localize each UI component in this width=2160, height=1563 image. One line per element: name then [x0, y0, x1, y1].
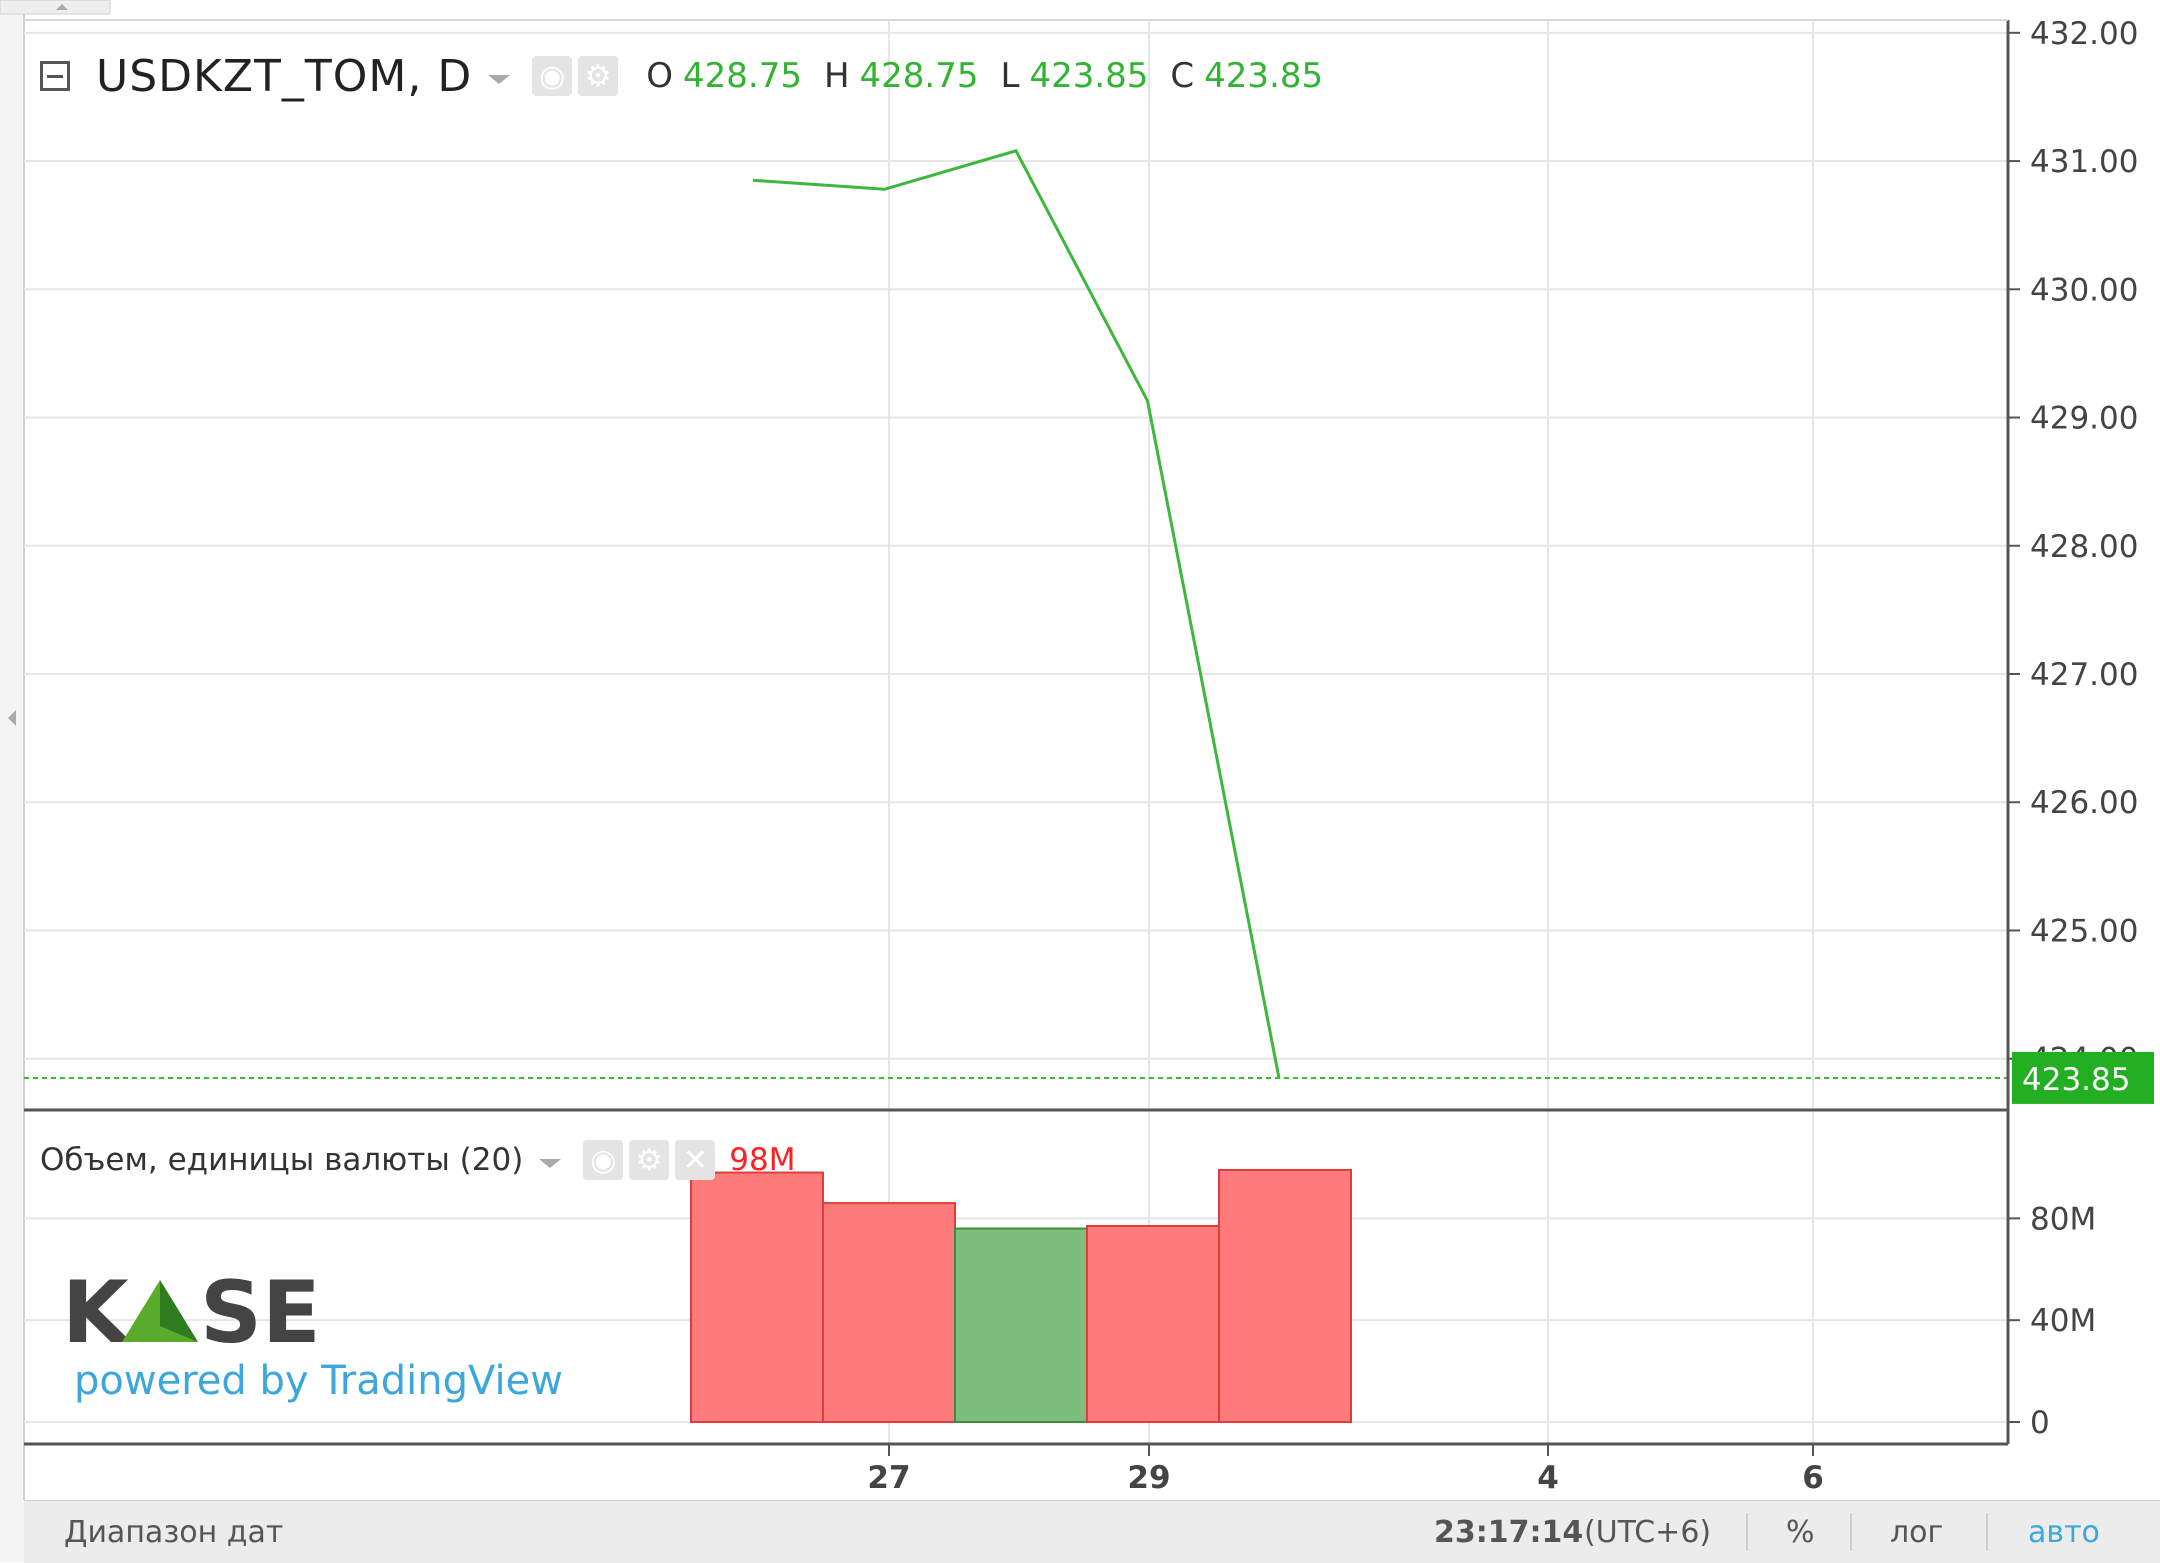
auto-toggle[interactable]: авто: [2028, 1515, 2100, 1550]
ohlc-high-value: 428.75: [859, 56, 979, 96]
volume-legend: Объем, единицы валюты (20) ◉ ⚙ ✕ 98M: [40, 1135, 796, 1185]
toolbar-divider: [1746, 1513, 1748, 1551]
volume-bar[interactable]: [690, 1171, 824, 1423]
price-tick-label: 430.00: [2030, 272, 2138, 308]
kase-logo[interactable]: K SE: [62, 1268, 332, 1348]
chevron-down-icon[interactable]: [539, 1158, 562, 1168]
time-tick-label: 6: [1802, 1460, 1824, 1496]
gear-icon[interactable]: ⚙: [629, 1140, 670, 1180]
price-tick-label: 426.00: [2030, 785, 2138, 821]
last-price-badge: [2012, 1051, 2154, 1104]
ohlc-close-value: 423.85: [1204, 56, 1324, 96]
time-tick-label: 4: [1537, 1460, 1559, 1496]
grid-lines: [24, 20, 2008, 1444]
chevron-down-icon[interactable]: [488, 74, 511, 84]
volume-bar[interactable]: [1086, 1225, 1220, 1423]
ohlc-low-label: L: [1000, 56, 1020, 96]
price-tick-label: 431.00: [2030, 144, 2138, 180]
volume-value: 98M: [729, 1142, 796, 1178]
top-tab-stub[interactable]: [0, 0, 111, 15]
price-tick-label: 427.00: [2030, 657, 2138, 693]
toolbar-divider: [1986, 1513, 1988, 1551]
powered-by-tradingview[interactable]: powered by TradingView: [74, 1358, 563, 1404]
ohlc-low-value: 423.85: [1029, 56, 1149, 96]
price-point[interactable]: [1145, 398, 1151, 404]
clock-time: 23:17:14: [1434, 1515, 1584, 1550]
time-tick-label: 29: [1127, 1460, 1170, 1496]
eye-icon[interactable]: ◉: [532, 56, 573, 96]
kase-logo-se: SE: [200, 1268, 321, 1348]
price-point[interactable]: [750, 177, 756, 183]
volume-bar[interactable]: [1218, 1169, 1352, 1423]
volume-title[interactable]: Объем, единицы валюты (20): [40, 1142, 524, 1178]
last-price-label: 423.85: [2022, 1062, 2130, 1098]
symbol-title[interactable]: USDKZT_TOM, D: [96, 50, 473, 102]
left-panel-strip[interactable]: [0, 0, 111, 1562]
time-tick-label: 27: [867, 1460, 910, 1496]
collapse-icon[interactable]: [40, 61, 70, 91]
ohlc-high-label: H: [823, 56, 850, 96]
scroll-up-icon[interactable]: [56, 4, 68, 10]
kase-logo-k: K: [62, 1268, 132, 1348]
bottom-toolbar: Диапазон дат 23:17:14 (UTC+6) % лог авто: [24, 1500, 2160, 1563]
percent-toggle[interactable]: %: [1786, 1515, 1815, 1550]
gear-icon[interactable]: ⚙: [578, 56, 619, 96]
volume-tick-label: 40M: [2030, 1303, 2096, 1339]
log-toggle[interactable]: лог: [1890, 1515, 1944, 1550]
ohlc-close-label: C: [1170, 56, 1195, 96]
price-tick-label: 425.00: [2030, 913, 2138, 949]
volume-bar[interactable]: [822, 1202, 956, 1424]
main-legend: USDKZT_TOM, D ◉ ⚙ O 428.75 H 428.75 L 42…: [40, 46, 1323, 106]
volume-tick-label: 80M: [2030, 1201, 2096, 1237]
price-pane[interactable]: [24, 148, 2008, 1081]
volume-tick-label: 0: [2030, 1405, 2050, 1441]
volume-pane[interactable]: [690, 1169, 1352, 1424]
eye-icon[interactable]: ◉: [583, 1140, 624, 1180]
price-tick-label: 428.00: [2030, 529, 2138, 565]
left-toolbar-strip[interactable]: [0, 0, 24, 1562]
ohlc-open-label: O: [646, 56, 673, 96]
date-range-button[interactable]: Диапазон дат: [64, 1515, 284, 1550]
price-tick-label: 432.00: [2030, 16, 2138, 52]
ohlc-open-value: 428.75: [682, 56, 802, 96]
price-point[interactable]: [882, 186, 888, 192]
toolbar-divider: [1850, 1513, 1852, 1551]
price-series-line[interactable]: [752, 149, 1281, 1079]
price-point[interactable]: [1013, 148, 1019, 154]
kase-logo-triangle-shade-icon: [160, 1280, 198, 1342]
axes: 432.00 431.00 430.00 429.00 428.00 427.00 426.…: [24, 16, 2154, 1496]
timezone-label[interactable]: (UTC+6): [1584, 1515, 1712, 1550]
price-tick-label: 429.00: [2030, 401, 2138, 437]
close-icon[interactable]: ✕: [675, 1140, 716, 1180]
collapse-left-icon[interactable]: [8, 710, 16, 726]
volume-bar[interactable]: [954, 1227, 1088, 1423]
